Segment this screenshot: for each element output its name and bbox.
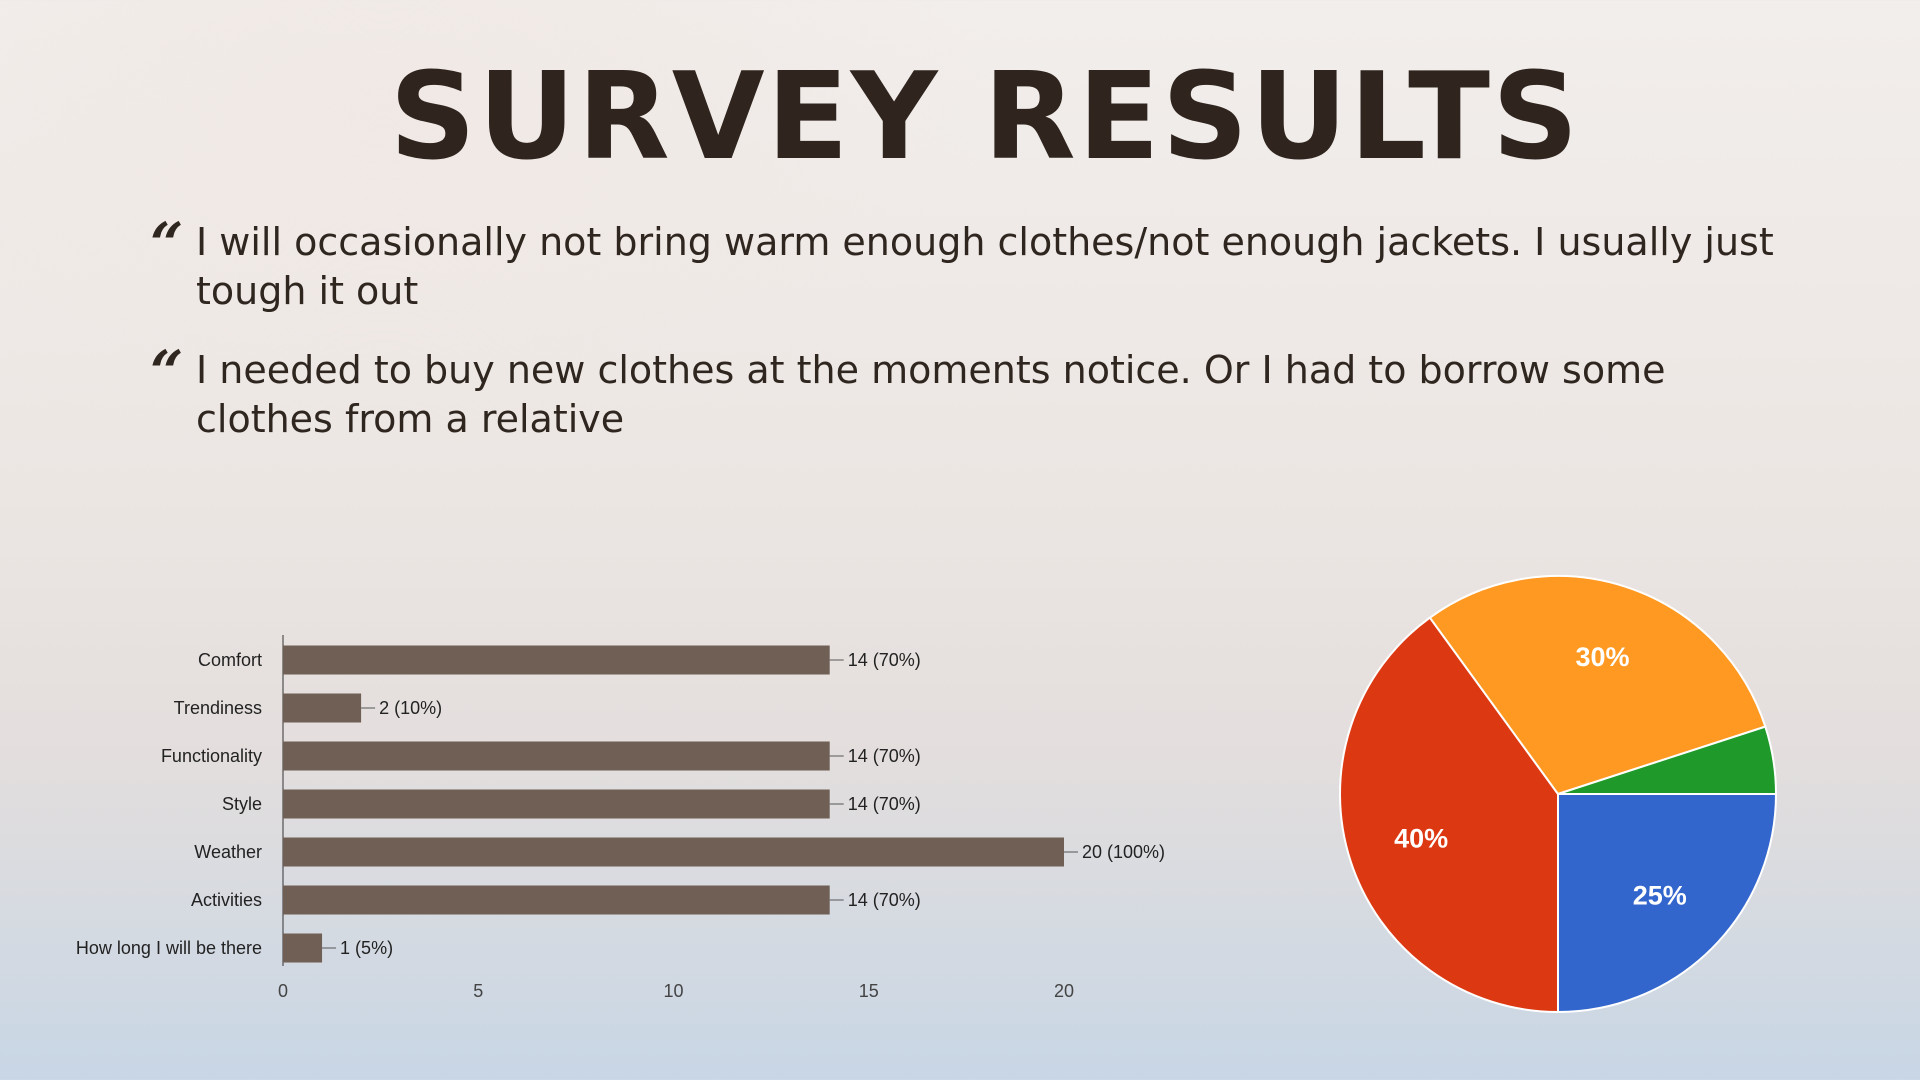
bar-style <box>283 789 830 819</box>
bar-data-label: 14 (70%) <box>848 794 921 814</box>
bar-functionality <box>283 741 830 771</box>
x-tick-label: 5 <box>473 981 483 1001</box>
bar-activities <box>283 885 830 915</box>
quote-1: “ I will occasionally not bring warm eno… <box>150 210 1790 316</box>
quote-mark-icon: “ <box>150 210 184 278</box>
bar-data-label: 14 (70%) <box>848 650 921 670</box>
pie-slice-label: 30% <box>1575 642 1629 672</box>
bar-category-label: Comfort <box>198 650 262 670</box>
pie-slice-0 <box>1557 793 1778 1014</box>
bar-data-label: 2 (10%) <box>379 698 442 718</box>
x-tick-label: 20 <box>1054 981 1074 1001</box>
bar-category-label: How long I will be there <box>76 938 262 958</box>
quote-mark-icon: “ <box>150 338 184 406</box>
x-tick-label: 0 <box>278 981 288 1001</box>
pie-chart: 25% 40% 30% <box>1339 575 1778 1014</box>
pie-slice-label: 25% <box>1633 881 1687 911</box>
bar-data-label: 1 (5%) <box>340 938 393 958</box>
bar-data-label: 20 (100%) <box>1082 842 1165 862</box>
x-tick-label: 15 <box>859 981 879 1001</box>
bar-trendiness <box>283 693 362 723</box>
bar-how-long-i-will-be-there <box>283 933 323 963</box>
bar-category-label: Functionality <box>161 746 262 766</box>
bar-chart: Comfort 14 (70%) Trendiness 2 (10%) Function… <box>76 635 1165 1001</box>
bar-category-label: Activities <box>191 890 262 910</box>
bar-category-label: Weather <box>194 842 262 862</box>
x-tick-label: 10 <box>663 981 683 1001</box>
pie-slice-1 <box>1339 616 1559 1014</box>
bar-category-label: Trendiness <box>174 698 262 718</box>
bar-weather <box>283 837 1064 867</box>
pie-slice-2 <box>1428 575 1767 796</box>
bar-data-label: 14 (70%) <box>848 746 921 766</box>
pie-slice-3 <box>1557 725 1778 795</box>
slide-title: SURVEY RESULTS <box>389 48 1581 187</box>
quote-2-text: I needed to buy new clothes at the momen… <box>196 348 1666 441</box>
bar-comfort <box>283 645 830 675</box>
bar-data-label: 14 (70%) <box>848 890 921 910</box>
quote-1-text: I will occasionally not bring warm enoug… <box>196 220 1774 313</box>
bar-category-label: Style <box>222 794 262 814</box>
quote-2: “ I needed to buy new clothes at the mom… <box>150 338 1790 444</box>
pie-slice-label: 40% <box>1394 823 1448 853</box>
